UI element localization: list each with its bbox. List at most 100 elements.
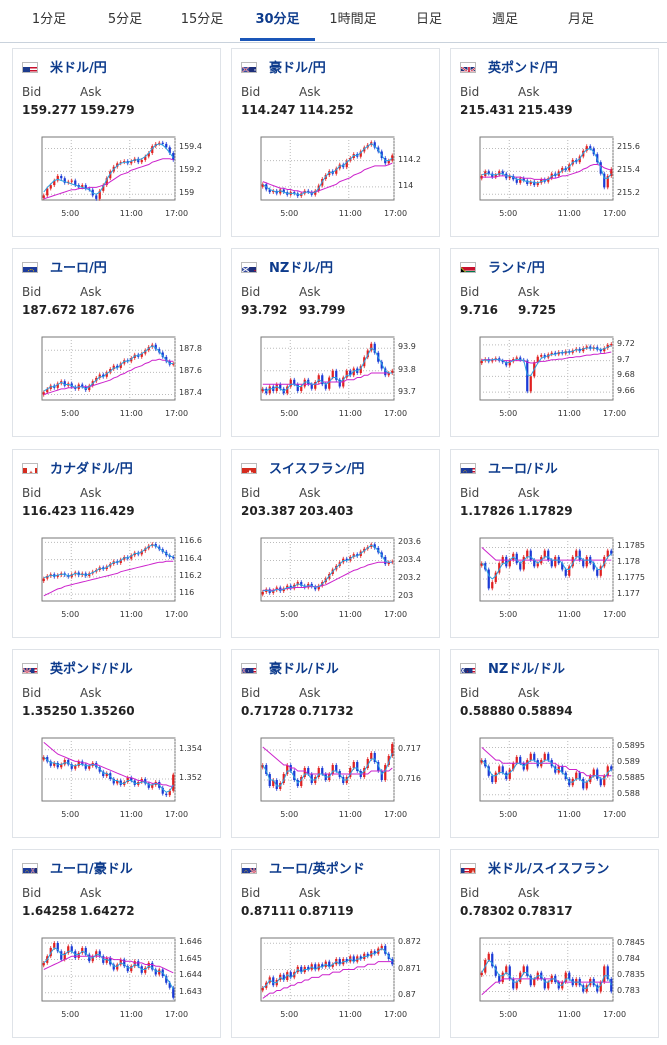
- candle-body: [63, 381, 66, 386]
- candle-body: [119, 559, 122, 564]
- candle-body: [338, 379, 341, 387]
- ask-value: 1.17829: [518, 504, 573, 518]
- price-chart[interactable]: 203.6 203.4 203.2 203 5:00 11:00 17:00: [241, 533, 437, 625]
- pair-name-link[interactable]: NZドル/円: [269, 261, 334, 276]
- price-chart[interactable]: 1.646 1.645 1.644 1.643 5:00 11:00 17:00: [22, 933, 218, 1025]
- bid-label: Bid: [241, 285, 261, 299]
- x-tick-label: 5:00: [280, 610, 299, 619]
- candle-body: [126, 777, 129, 782]
- candle-body: [603, 966, 606, 983]
- chart-plot: [41, 136, 176, 201]
- candle-body: [582, 778, 585, 789]
- plot-frame: [479, 537, 614, 602]
- candle-body: [158, 969, 161, 975]
- chart-plot: [41, 737, 176, 802]
- pair-name-link[interactable]: 豪ドル/円: [269, 61, 326, 76]
- y-tick-label: 1.1785: [617, 541, 645, 551]
- tab-daily[interactable]: 日足: [415, 12, 442, 27]
- y-tick-label: 1.644: [179, 970, 202, 980]
- pair-name-link[interactable]: ユーロ/円: [50, 261, 107, 276]
- pair-name-link[interactable]: スイスフラン/円: [269, 462, 365, 477]
- price-chart[interactable]: 116.6 116.4 116.2 116 5:00 11:00 17:00: [22, 533, 218, 625]
- price-chart[interactable]: 0.5895 0.589 0.5885 0.588 5:00 11:00 17:00: [460, 733, 656, 825]
- candle-body: [268, 189, 271, 193]
- candle-body: [501, 766, 504, 773]
- price-chart[interactable]: 9.72 9.7 9.68 9.66 5:00 11:00 17:00: [460, 332, 656, 424]
- y-tick-label: 1.646: [179, 936, 202, 946]
- candle-body: [119, 959, 122, 965]
- candle-body: [261, 184, 264, 187]
- tab-weekly[interactable]: 週足: [491, 12, 518, 27]
- tab-1min[interactable]: 1分足: [31, 12, 67, 27]
- candle-body: [282, 189, 285, 193]
- price-chart[interactable]: 1.1785 1.178 1.1775 1.177 5:00 11:00 17:00: [460, 533, 656, 625]
- price-chart[interactable]: 0.872 0.871 0.87 5:00 11:00 17:00: [241, 933, 437, 1025]
- pair-name-link[interactable]: NZドル/ドル: [488, 662, 566, 677]
- price-chart[interactable]: 159.4 159.2 159 5:00 11:00 17:00: [22, 132, 218, 224]
- candle-body: [494, 174, 497, 178]
- pair-name-link[interactable]: ユーロ/ドル: [488, 462, 558, 477]
- x-tick-label: 17:00: [603, 209, 627, 218]
- candle-body: [498, 563, 501, 573]
- y-tick-label: 0.783: [617, 985, 640, 995]
- candle-body: [352, 956, 355, 962]
- y-tick-label: 114: [398, 180, 414, 190]
- tab-5min[interactable]: 5分足: [107, 12, 143, 27]
- y-tick-label: 0.588: [617, 788, 640, 798]
- tab-1hour[interactable]: 1時間足: [329, 12, 377, 27]
- candle-body: [519, 972, 522, 983]
- y-tick-label: 0.7835: [617, 969, 645, 979]
- price-chart[interactable]: 187.8 187.6 187.4 5:00 11:00 17:00: [22, 332, 218, 424]
- tab-monthly[interactable]: 月足: [567, 12, 594, 27]
- y-tick-label: 1.354: [179, 743, 202, 753]
- candle-body: [314, 190, 317, 195]
- price-chart[interactable]: 1.354 1.352 5:00 11:00 17:00: [22, 733, 218, 825]
- pair-name-link[interactable]: ユーロ/豪ドル: [50, 862, 133, 877]
- ask-value: 114.252: [299, 103, 354, 117]
- candle-body: [168, 147, 171, 154]
- tab-30min[interactable]: 30分足: [240, 0, 315, 41]
- x-tick-label: 11:00: [119, 1010, 143, 1019]
- candle-body: [140, 550, 143, 555]
- short-ma-line: [481, 553, 612, 580]
- candle-body: [599, 982, 602, 992]
- candle-body: [526, 180, 529, 184]
- candle-body: [585, 346, 588, 349]
- pair-name-link[interactable]: ユーロ/英ポンド: [269, 862, 365, 877]
- candle-body: [373, 544, 376, 548]
- pair-name-link[interactable]: 米ドル/円: [50, 61, 107, 76]
- bid-value: 116.423: [22, 504, 77, 518]
- price-chart[interactable]: 0.7845 0.784 0.7835 0.783 5:00 11:00 17:00: [460, 933, 656, 1025]
- candle-body: [88, 188, 91, 190]
- candle-body: [321, 768, 324, 774]
- pair-name-link[interactable]: 英ポンド/ドル: [50, 662, 133, 677]
- x-tick-label: 11:00: [119, 610, 143, 619]
- tab-15min[interactable]: 15分足: [180, 12, 224, 27]
- long-ma-line: [481, 978, 612, 996]
- candle-body: [286, 386, 289, 394]
- candle-body: [282, 774, 285, 783]
- x-tick-label: 5:00: [61, 409, 80, 418]
- currency-card: 豪ドル/円 Bid Ask 114.247 114.252 114.2 114 5:00 11:…: [231, 48, 440, 237]
- chart-plot: [260, 537, 395, 602]
- candle-body: [526, 966, 529, 976]
- candle-body: [46, 388, 49, 393]
- candle-body: [56, 942, 59, 952]
- bid-label: Bid: [241, 686, 261, 700]
- price-chart[interactable]: 93.9 93.8 93.7 5:00 11:00 17:00: [241, 332, 437, 424]
- y-tick-label: 1.1775: [617, 572, 645, 582]
- price-chart[interactable]: 215.6 215.4 215.2 5:00 11:00 17:00: [460, 132, 656, 224]
- candle-body: [144, 779, 147, 784]
- candle-body: [42, 195, 45, 198]
- candle-body: [275, 780, 278, 789]
- candle-body: [158, 142, 161, 144]
- pair-name-link[interactable]: カナダドル/円: [50, 462, 133, 477]
- price-chart[interactable]: 0.717 0.716 5:00 11:00 17:00: [241, 733, 437, 825]
- pair-name-link[interactable]: 豪ドル/ドル: [269, 662, 339, 677]
- pair-name-link[interactable]: ランド/円: [488, 261, 545, 276]
- price-chart[interactable]: 114.2 114 5:00 11:00 17:00: [241, 132, 437, 224]
- candle-body: [161, 142, 164, 144]
- pair-name-link[interactable]: 英ポンド/円: [488, 61, 558, 76]
- candle-body: [172, 556, 175, 559]
- pair-name-link[interactable]: 米ドル/スイスフラン: [488, 862, 610, 877]
